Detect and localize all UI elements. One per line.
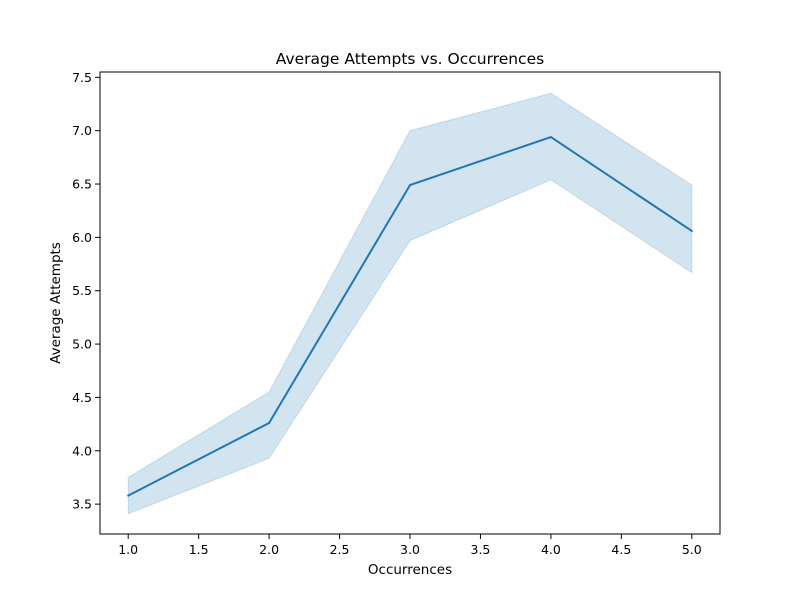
data-point — [268, 422, 271, 425]
x-tick-label: 4.5 — [611, 542, 631, 557]
data-point — [549, 136, 552, 139]
y-tick-label: 4.0 — [72, 443, 92, 458]
y-tick-label: 6.5 — [72, 177, 92, 192]
x-tick-label: 3.5 — [471, 542, 491, 557]
y-tick-label: 7.0 — [72, 123, 92, 138]
x-tick-label: 3.0 — [400, 542, 420, 557]
y-tick-label: 7.5 — [72, 70, 92, 85]
chart-title: Average Attempts vs. Occurrences — [276, 50, 544, 68]
x-tick-label: 2.5 — [330, 542, 350, 557]
x-tick-label: 2.0 — [259, 542, 279, 557]
y-tick-label: 5.5 — [72, 283, 92, 298]
data-point — [690, 229, 693, 232]
plot-area — [127, 92, 693, 515]
data-point — [127, 494, 130, 497]
y-tick-label: 6.0 — [72, 230, 92, 245]
x-tick-label: 1.0 — [118, 542, 138, 557]
x-tick-label: 5.0 — [682, 542, 702, 557]
x-axis: 1.0 1.5 2.0 2.5 3.0 3.5 4.0 4.5 5.0 — [118, 534, 702, 557]
y-axis: 3.5 4.0 4.5 5.0 5.5 6.0 6.5 7.0 7.5 — [72, 70, 100, 512]
confidence-band — [127, 92, 693, 515]
x-tick-label: 4.0 — [541, 542, 561, 557]
data-point — [409, 184, 411, 187]
y-axis-label: Average Attempts — [48, 242, 64, 364]
y-tick-label: 3.5 — [72, 497, 92, 512]
y-tick-label: 5.0 — [72, 337, 92, 352]
y-tick-label: 4.5 — [72, 390, 92, 405]
axes-frame — [99, 71, 721, 535]
x-axis-label: Occurrences — [368, 562, 452, 578]
x-tick-label: 1.5 — [189, 542, 209, 557]
